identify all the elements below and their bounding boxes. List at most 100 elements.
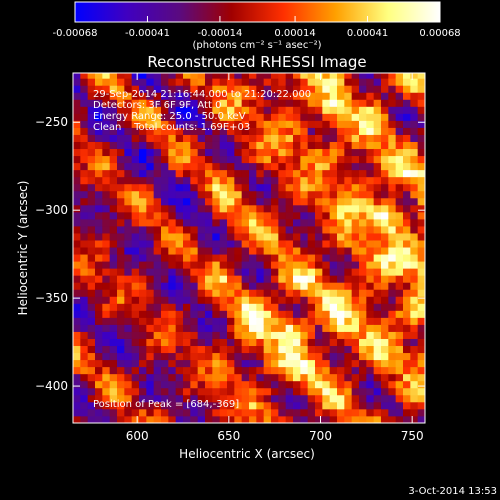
heatmap-cell [315,92,323,100]
heatmap-cell [263,310,272,318]
heatmap-cell [95,183,103,192]
heatmap-cell [227,106,235,114]
heatmap-cell [271,113,279,121]
heatmap-cell [197,141,206,150]
heatmap-cell [109,289,118,297]
heatmap-cell [73,331,81,339]
heatmap-cell [373,338,382,347]
heatmap-cell [124,120,133,128]
heatmap-cell [139,359,147,368]
heatmap-cell [117,141,125,150]
heatmap-cell [80,148,89,157]
heatmap-cell [373,408,382,417]
heatmap-cell [381,218,389,227]
heatmap-cell [256,387,265,396]
heatmap-cell [329,106,338,114]
heatmap-cell [307,310,316,318]
heatmap-cell [366,275,375,283]
heatmap-cell [80,106,89,114]
heatmap-cell [234,190,243,199]
heatmap-cell [271,218,279,227]
heatmap-cell [161,155,169,164]
heatmap-cell [146,310,155,318]
heatmap-cell [344,190,353,199]
heatmap-cell [307,303,316,311]
heatmap-cell [168,148,177,157]
heatmap-cell [205,226,213,234]
heatmap-cell [139,120,147,128]
heatmap-cell [403,148,411,157]
heatmap-cell [410,415,419,424]
heatmap-cell [388,127,397,135]
heatmap-cell [366,366,375,375]
heatmap-cell [322,296,331,304]
heatmap-cell [249,233,257,241]
heatmap-cell [359,296,367,304]
heatmap-cell [403,261,411,269]
heatmap-cell [344,204,353,213]
heatmap-cell [139,338,147,347]
heatmap-cell [410,120,419,128]
heatmap-cell [212,190,221,199]
heatmap-cell [278,183,287,192]
heatmap-cell [212,254,221,262]
heatmap-cell [315,226,323,234]
heatmap-cell [249,176,257,185]
heatmap-cell [417,99,426,107]
heatmap-cell [417,106,426,114]
heatmap-cell [139,134,147,142]
heatmap-cell [95,268,103,276]
heatmap-cell [139,254,147,262]
heatmap-cell [322,401,331,410]
heatmap-cell [124,352,133,361]
plot-frame [72,72,426,424]
heatmap-cell [197,226,206,234]
heatmap-cell [73,338,81,347]
heatmap-cell [80,296,89,304]
heatmap-cell [80,141,89,150]
colorbar-gradient [74,1,441,23]
heatmap-cell [124,338,133,347]
heatmap-cell [205,401,213,410]
heatmap-cell [234,268,243,276]
heatmap-cell [359,408,367,417]
heatmap-cell [366,106,375,114]
heatmap-cell [168,254,177,262]
heatmap-cell [366,85,375,93]
heatmap-cell [307,141,316,150]
heatmap-cell [337,338,345,347]
heatmap-cell [410,289,419,297]
heatmap-cell [117,190,125,199]
heatmap-cell [322,73,331,79]
heatmap-cell [205,415,213,424]
heatmap-cell [109,380,118,389]
heatmap-cell [315,141,323,150]
heatmap-cell [322,289,331,297]
heatmap-cell [146,134,155,142]
heatmap-cell [337,240,345,248]
heatmap-cell [87,226,96,234]
heatmap-cell [168,268,177,276]
heatmap-cell [388,415,397,424]
heatmap-cell [131,127,140,135]
heatmap-cell [307,176,316,185]
heatmap-cell [285,331,294,339]
heatmap-cell [80,380,89,389]
heatmap-cell [337,141,345,150]
heatmap-cell [146,324,155,332]
heatmap-cell [109,415,118,424]
heatmap-cell [117,345,125,354]
heatmap-cell [285,176,294,185]
heatmap-cell [190,169,199,178]
heatmap-cell [351,387,360,396]
heatmap-cell [256,296,265,304]
heatmap-cell [117,359,125,368]
heatmap-cell [359,387,367,396]
heatmap-cell [256,211,265,220]
heatmap-cell [381,359,389,368]
heatmap-cell [153,148,162,157]
heatmap-cell [256,127,265,135]
heatmap-cell [307,113,316,121]
heatmap-cell [417,240,426,248]
heatmap-cell [417,78,426,86]
